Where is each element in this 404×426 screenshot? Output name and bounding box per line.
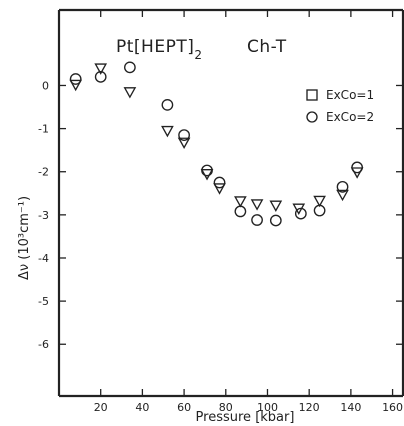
data-points	[69, 61, 364, 227]
x-tick-label: 120	[299, 401, 320, 414]
y-tick-label: -1	[38, 123, 49, 136]
exco1-point	[336, 189, 349, 202]
exco2-point	[213, 176, 226, 189]
y-tick-label: 0	[42, 79, 49, 92]
exco1-point	[161, 125, 174, 138]
x-tick-label: 80	[219, 401, 233, 414]
exco1-point	[269, 200, 283, 212]
exco2-point	[251, 214, 263, 226]
exco2-point	[336, 180, 349, 193]
exco1-point	[213, 183, 226, 195]
y-axis-label: Δν (10³cm⁻¹)	[17, 196, 32, 280]
y-tick-label: -4	[38, 252, 49, 265]
chart-title: Pt[HEPT]2	[116, 37, 202, 62]
x-tick-label: 100	[257, 401, 278, 414]
exco1-point	[313, 195, 326, 208]
exco1-point	[94, 63, 108, 75]
x-tick-label: 140	[340, 401, 361, 414]
exco1-point	[234, 196, 247, 208]
exco2-point	[124, 61, 136, 74]
exco1-point	[177, 137, 191, 149]
chart-subtitle: Ch-T	[247, 37, 287, 57]
exco2-point	[69, 73, 82, 85]
legend-label: ExCo=1	[326, 88, 374, 102]
x-tick-label: 20	[94, 401, 108, 414]
chart-frame	[57, 8, 404, 398]
legend: ExCo=1 ExCo=2	[306, 88, 374, 124]
x-tick-label: 40	[135, 401, 149, 414]
legend-circle-marker	[306, 111, 318, 123]
exco2-point	[201, 164, 213, 177]
y-tick-label: -2	[38, 166, 49, 179]
y-tick-label: -3	[38, 209, 49, 222]
exco2-point	[269, 214, 282, 227]
axis-ticks	[59, 10, 403, 396]
exco2-point	[234, 205, 247, 218]
exco1-point	[123, 87, 137, 99]
chart-title-subscript: 2	[194, 48, 202, 62]
legend-label: ExCo=2	[326, 110, 374, 124]
exco2-point	[313, 204, 326, 217]
exco2-point	[294, 207, 307, 220]
y-tick-label: -6	[38, 338, 49, 351]
x-tick-label: 160	[382, 401, 403, 414]
exco1-point	[250, 199, 264, 211]
x-axis-label: Pressure [kbar]	[196, 410, 295, 425]
exco2-point	[161, 99, 174, 111]
exco2-point	[178, 129, 190, 141]
legend-square-marker	[306, 89, 318, 101]
y-tick-label: -5	[38, 295, 49, 308]
exco2-point	[94, 70, 107, 83]
chart-title-main: Pt[HEPT]	[116, 37, 194, 57]
x-tick-label: 60	[177, 401, 191, 414]
tick-labels: 20 40 60 80 100 120 140 160 0 -1 -2 -3 -4 -5 -6	[38, 79, 403, 414]
exco2-point	[351, 161, 364, 174]
exco1-point	[69, 79, 83, 92]
